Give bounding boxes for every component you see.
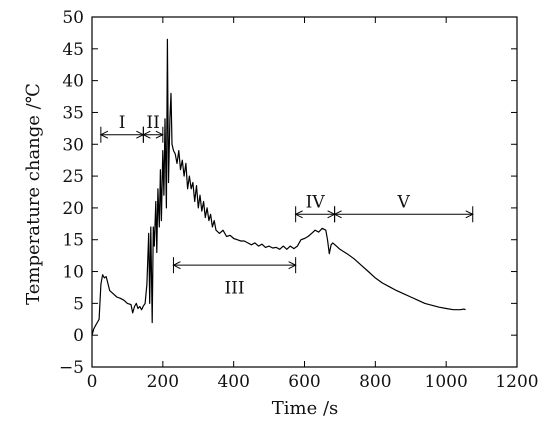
y-tick-label: 15 bbox=[62, 231, 84, 251]
y-tick-label: 25 bbox=[62, 167, 84, 187]
phase-arrowhead-right bbox=[155, 130, 164, 139]
phase-label: I bbox=[119, 113, 126, 133]
x-tick-label: 400 bbox=[217, 372, 249, 392]
x-tick-label: 800 bbox=[359, 372, 391, 392]
y-tick-label: 20 bbox=[62, 199, 84, 219]
plot-frame bbox=[91, 16, 518, 368]
x-tick-label: 1200 bbox=[495, 372, 538, 392]
y-tick-label: 35 bbox=[62, 103, 84, 123]
phase-arrowhead-left bbox=[99, 130, 109, 139]
phase-label: V bbox=[397, 193, 411, 213]
y-tick-label: 10 bbox=[62, 263, 84, 283]
series-lines bbox=[91, 38, 466, 336]
phase-label: II bbox=[146, 113, 159, 133]
y-tick-label: 0 bbox=[73, 326, 84, 346]
phase-arrowhead-right bbox=[465, 210, 474, 219]
axis-ticks: 0 200 400 600 800 1000 1200−505101520253035404… bbox=[59, 8, 539, 392]
x-axis-label: Time /s bbox=[272, 398, 339, 419]
phase-arrowhead-left bbox=[172, 261, 181, 270]
plot-border bbox=[91, 16, 518, 368]
x-tick-label: 1000 bbox=[425, 372, 468, 392]
x-tick-label: 600 bbox=[288, 372, 320, 392]
phase-label: III bbox=[224, 278, 244, 298]
y-tick-label: 5 bbox=[73, 294, 84, 314]
y-tick-label: −5 bbox=[59, 358, 84, 378]
phase-arrowhead-left bbox=[333, 210, 342, 219]
phase-arrowhead-right bbox=[288, 261, 297, 270]
phase-arrowhead-left bbox=[142, 130, 151, 139]
y-tick-label: 45 bbox=[62, 40, 84, 60]
phase-label: IV bbox=[306, 193, 326, 213]
y-tick-label: 40 bbox=[62, 72, 84, 92]
series-line bbox=[91, 38, 466, 336]
x-tick-label: 0 bbox=[87, 372, 98, 392]
y-tick-label: 30 bbox=[62, 135, 84, 155]
y-axis-label: Temperature change /℃ bbox=[23, 83, 44, 305]
y-tick-label: 50 bbox=[62, 8, 84, 28]
phase-arrowhead-left bbox=[294, 210, 303, 219]
x-tick-label: 200 bbox=[147, 372, 179, 392]
